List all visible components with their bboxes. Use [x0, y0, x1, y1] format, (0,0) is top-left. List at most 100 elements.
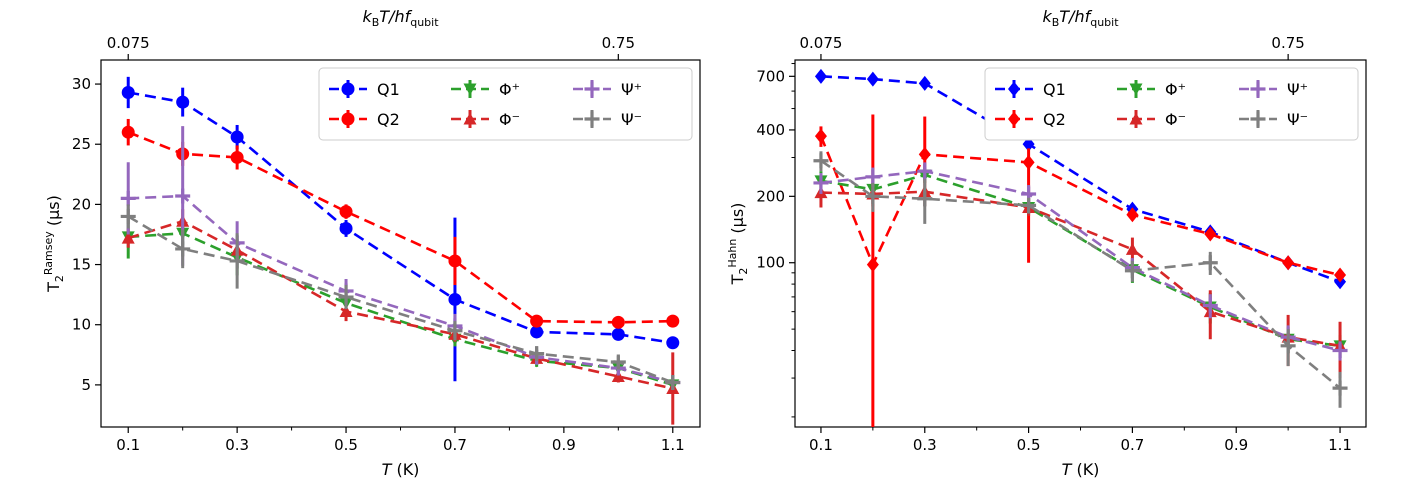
- data-point: [611, 315, 625, 329]
- x-tick-label: 0.7: [443, 436, 467, 454]
- data-point: [917, 191, 933, 207]
- legend-item: Ψ⁻: [573, 110, 642, 129]
- legend: Q1 Q2 Φ⁺ Φ⁻ Ψ⁺ Ψ⁻: [318, 67, 693, 141]
- data-point: [1332, 343, 1348, 359]
- data-point: [1021, 197, 1037, 213]
- legend-item: Ψ⁺: [573, 80, 642, 99]
- data-point: [339, 205, 353, 219]
- legend-marker: [341, 112, 355, 126]
- legend-marker: [1250, 111, 1266, 127]
- data-point: [121, 231, 135, 244]
- top-axis-label: kBT/hfqubit: [1042, 7, 1119, 29]
- data-point: [229, 253, 245, 269]
- data-point: [447, 323, 463, 339]
- data-point: [813, 153, 829, 169]
- data-point: [448, 254, 462, 268]
- series-Ψ⁺: [120, 126, 681, 390]
- y-tick-label: 5: [81, 376, 91, 394]
- data-point: [120, 190, 136, 206]
- data-point: [121, 125, 135, 139]
- data-point: [665, 374, 681, 390]
- data-point: [865, 169, 881, 185]
- chart-panel-ramsey: 0.1 0.3 0.5 0.7 0.9 1.1 T (K) 0.075 0.75 kBT/hfqu…: [42, 7, 701, 479]
- series-Q2: [121, 118, 680, 329]
- legend: Q1 Q2 Φ⁺ Φ⁻ Ψ⁺ Ψ⁻: [984, 67, 1359, 141]
- y-axis-label: T2Ramsey (μs): [42, 195, 66, 293]
- y-tick-label: 200: [756, 187, 785, 205]
- legend-label: Φ⁺: [1165, 80, 1186, 99]
- legend-marker: [1129, 83, 1143, 96]
- legend-marker: [341, 82, 355, 96]
- series-line: [127, 219, 674, 390]
- data-point: [866, 71, 879, 87]
- legend-label: Φ⁻: [499, 110, 520, 129]
- y-tick-label: 15: [72, 256, 91, 274]
- x-tick-label: 0.9: [552, 436, 576, 454]
- data-point: [610, 354, 626, 370]
- y-tick-label: 400: [756, 121, 785, 139]
- data-point: [918, 146, 931, 162]
- data-point: [175, 188, 191, 204]
- legend-item: Q2: [329, 110, 400, 129]
- series-Ψ⁻: [813, 151, 1348, 408]
- data-point: [917, 163, 933, 179]
- legend-marker: [1250, 81, 1266, 97]
- data-point: [230, 130, 244, 144]
- legend-item: Q1: [995, 80, 1066, 99]
- legend-item: Φ⁺: [451, 80, 520, 99]
- data-point: [1202, 255, 1218, 271]
- top-tick-label: 0.075: [107, 34, 150, 52]
- legend-item: Φ⁻: [451, 110, 520, 129]
- data-point: [176, 95, 190, 109]
- top-axis-label: kBT/hfqubit: [362, 7, 439, 29]
- legend-label: Ψ⁺: [1287, 80, 1308, 99]
- legend-marker: [1008, 111, 1020, 127]
- legend-label: Ψ⁻: [1287, 110, 1308, 129]
- data-point: [865, 188, 881, 204]
- data-point: [529, 346, 545, 362]
- data-point: [530, 325, 544, 339]
- series-line: [128, 194, 674, 384]
- legend-label: Ψ⁺: [621, 80, 642, 99]
- x-tick-label: 0.9: [1224, 436, 1248, 454]
- y-tick-label: 100: [756, 254, 785, 272]
- legend-marker: [584, 81, 600, 97]
- plot-area: [120, 76, 681, 425]
- legend-item: Φ⁺: [1117, 80, 1186, 99]
- legend-item: Φ⁻: [1117, 110, 1186, 129]
- series-line: [128, 91, 673, 345]
- x-tick-label: 0.5: [334, 436, 358, 454]
- y-tick-label: 10: [72, 316, 91, 334]
- series-line: [820, 159, 1341, 390]
- data-point: [1204, 226, 1217, 242]
- series-line: [819, 135, 1341, 277]
- data-point: [918, 75, 931, 91]
- data-point: [814, 128, 827, 144]
- data-point: [121, 85, 135, 99]
- data-point: [1334, 267, 1347, 283]
- data-point: [814, 68, 827, 84]
- x-tick-label: 0.3: [913, 436, 937, 454]
- data-point: [339, 221, 353, 235]
- data-point: [1022, 154, 1035, 170]
- data-point: [611, 369, 625, 382]
- series-Q1: [121, 76, 680, 382]
- legend-label: Q2: [1043, 110, 1066, 129]
- data-point: [338, 289, 354, 305]
- series-Φ⁻: [121, 209, 680, 425]
- data-point: [230, 150, 244, 164]
- legend-marker: [584, 111, 600, 127]
- legend-label: Ψ⁻: [621, 110, 642, 129]
- data-point: [666, 336, 680, 350]
- data-point: [1280, 338, 1296, 354]
- data-point: [611, 327, 625, 341]
- data-point: [120, 208, 136, 224]
- data-point: [175, 241, 191, 257]
- data-point: [448, 292, 462, 306]
- y-tick-label: 25: [72, 135, 91, 153]
- top-tick-label: 0.075: [799, 34, 842, 52]
- legend-item: Ψ⁻: [1239, 110, 1308, 129]
- data-point: [666, 314, 680, 328]
- x-tick-label: 0.1: [116, 436, 140, 454]
